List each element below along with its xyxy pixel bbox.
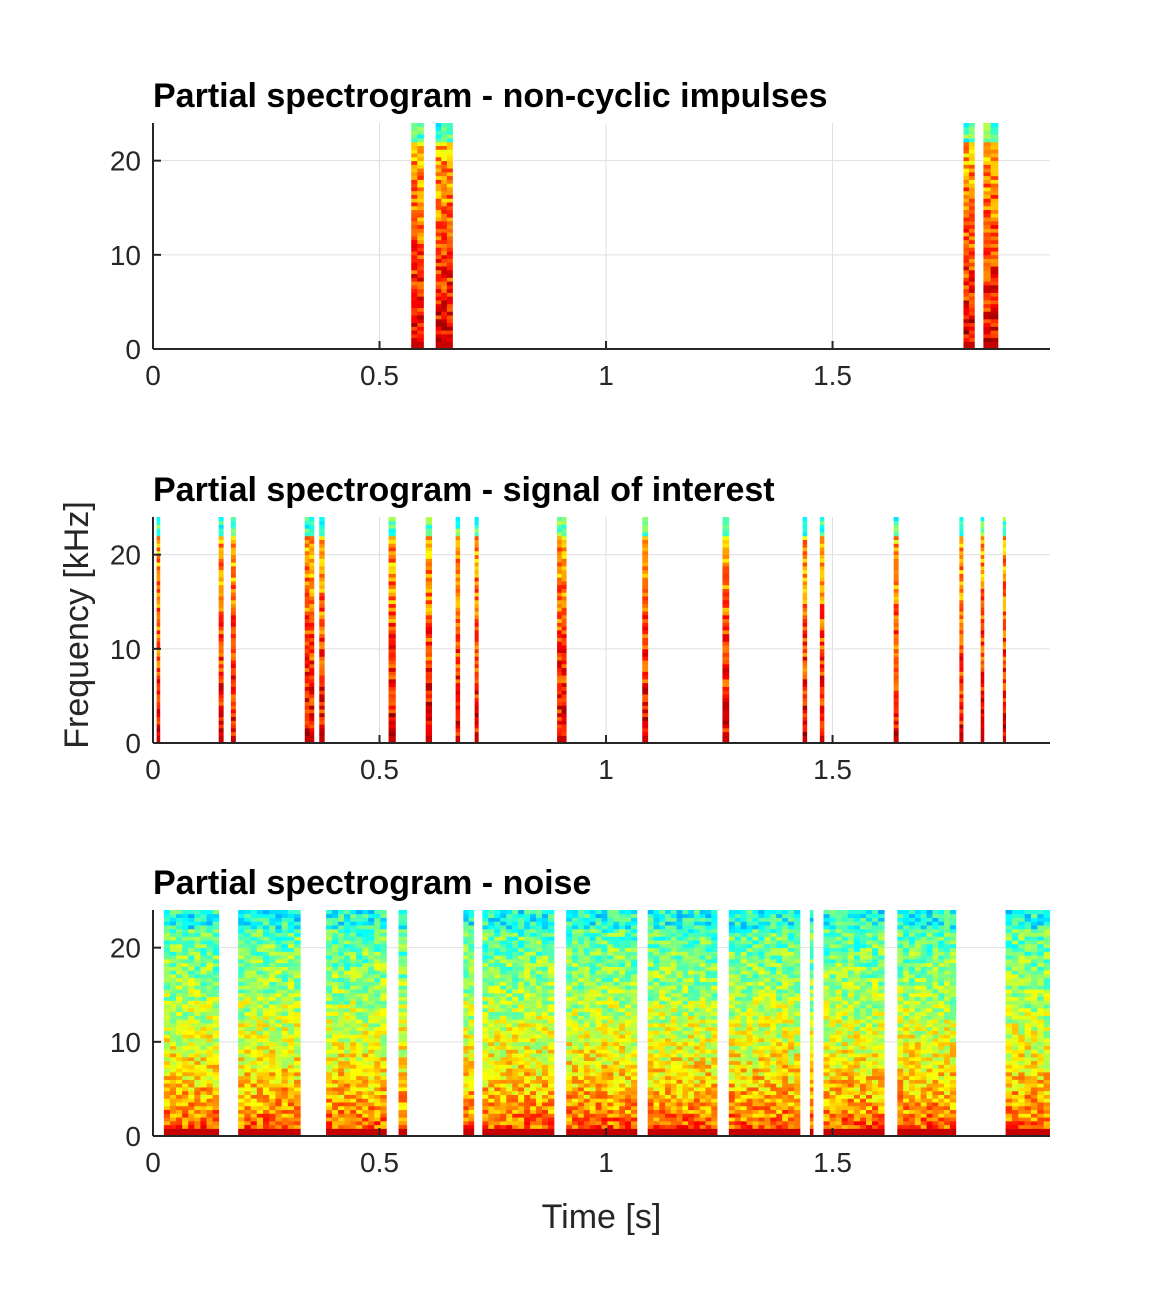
spectrogram-segment [557, 517, 567, 743]
x-tick-label: 0 [145, 754, 161, 785]
gridlines [153, 517, 1050, 743]
y-tick-label: 0 [125, 1121, 141, 1152]
spectrogram-segment [1005, 910, 1050, 1136]
y-axis-label: Frequency [kHz] [58, 501, 96, 749]
spectrogram-segment [566, 910, 638, 1136]
y-tick-label: 20 [110, 540, 141, 571]
x-tick-label: 1 [598, 360, 614, 391]
y-tick-label: 10 [110, 1027, 141, 1058]
x-tick-label: 1 [598, 754, 614, 785]
spectrogram-segment [218, 517, 224, 743]
gridlines [153, 123, 1050, 349]
x-tick-label: 1.5 [813, 1147, 852, 1178]
spectrogram-segment [642, 517, 649, 743]
spectrogram-segment [959, 517, 964, 743]
x-tick-label: 1.5 [813, 754, 852, 785]
x-tick-label: 0 [145, 360, 161, 391]
panel-1: 0 0.5 1 1.5 0 10 20 Partial spectrogram - non-c… [110, 77, 1050, 391]
spectrogram-segment [809, 910, 814, 1136]
spectrogram-segment [398, 910, 408, 1136]
y-tick-label: 10 [110, 634, 141, 665]
spectrogram-segment [983, 123, 999, 349]
panel-title: Partial spectrogram - non-cyclic impulse… [153, 77, 828, 115]
x-tick-label: 0 [145, 1147, 161, 1178]
spectrogram-segment [388, 517, 396, 743]
spectrogram-segment [326, 910, 387, 1136]
x-axis-label: Time [s] [542, 1198, 662, 1236]
spectrogram-segments [411, 123, 999, 349]
spectrogram-segments [163, 910, 1050, 1136]
x-tick-label: 0.5 [360, 360, 399, 391]
spectrogram-segment [802, 517, 808, 743]
spectrogram-segment [819, 517, 825, 743]
y-tick-label: 0 [125, 728, 141, 759]
spectrogram-segment [823, 910, 885, 1136]
spectrogram-segment [647, 910, 718, 1136]
panel-3: 0 0.5 1 1.5 0 10 20 Partial spectrogram - noise… [110, 864, 1050, 1236]
spectrogram-segment [980, 517, 985, 743]
spectrogram-segment [455, 517, 461, 743]
x-tick-label: 1.5 [813, 360, 852, 391]
spectrogram-segments [156, 517, 1006, 743]
spectrogram-segment [238, 910, 301, 1136]
spectrogram-segment [156, 517, 161, 743]
spectrogram-segment [319, 517, 325, 743]
spectrogram-segment [230, 517, 236, 743]
y-tick-label: 0 [125, 334, 141, 365]
x-tick-label: 1 [598, 1147, 614, 1178]
spectrogram-segment [474, 517, 479, 743]
spectrogram-segment [482, 910, 555, 1136]
spectrogram-segment [963, 123, 975, 349]
spectrogram-segment [1002, 517, 1006, 743]
panel-2: 0 0.5 1 1.5 0 10 20 Partial spectrogram - signa… [58, 471, 1050, 785]
spectrogram-segment [722, 517, 730, 743]
panel-title: Partial spectrogram - noise [153, 864, 591, 902]
x-tick-label: 0.5 [360, 754, 399, 785]
panel-title: Partial spectrogram - signal of interest [153, 471, 775, 509]
spectrogram-segment [897, 910, 957, 1136]
spectrogram-segment [893, 517, 899, 743]
spectrogram-segment [728, 910, 801, 1136]
spectrogram-segment [425, 517, 433, 743]
x-tick-label: 0.5 [360, 1147, 399, 1178]
spectrogram-segment [463, 910, 475, 1136]
spectrogram-segment [411, 123, 424, 349]
spectrogram-segment [163, 910, 220, 1136]
y-tick-label: 20 [110, 933, 141, 964]
spectrogram-segment [304, 517, 315, 743]
y-tick-label: 20 [110, 146, 141, 177]
spectrogram-segment [435, 123, 453, 349]
y-tick-label: 10 [110, 240, 141, 271]
